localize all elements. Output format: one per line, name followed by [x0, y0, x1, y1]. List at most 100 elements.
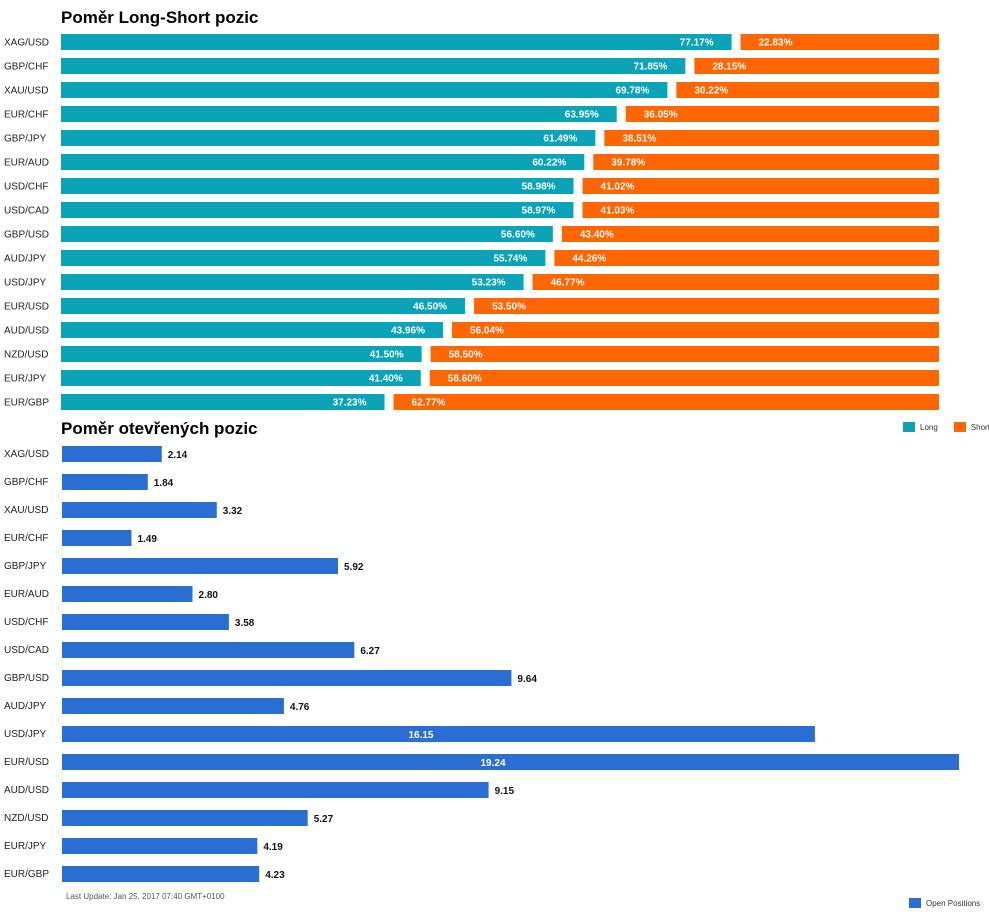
short-bar-aud-usd	[452, 322, 939, 338]
open-positions-bar-eur-aud	[62, 586, 193, 602]
short-value-label-usd-chf: 41.02%	[601, 182, 635, 193]
long-value-label-usd-cad: 58.97%	[522, 206, 556, 217]
open-positions-value-label-usd-cad: 6.27	[360, 646, 380, 657]
long-legend-label: Long	[920, 422, 938, 432]
category-label-aud-usd: AUD/USD	[4, 326, 49, 337]
last-update-text: Last Update: Jan 25, 2017 07:40 GMT+0100	[66, 892, 225, 901]
long-bar-usd-jpy	[61, 274, 524, 290]
short-legend-swatch	[953, 422, 966, 432]
open-positions-legend-swatch	[909, 898, 921, 908]
long-value-label-gbp-usd: 56.60%	[501, 230, 535, 241]
open-positions-bar-usd-chf	[62, 614, 229, 630]
long-bar-nzd-usd	[61, 346, 422, 362]
open-category-label-usd-cad: USD/CAD	[4, 645, 49, 656]
long-value-label-eur-aud: 60.22%	[532, 158, 566, 169]
long-bar-aud-jpy	[61, 250, 546, 266]
open-positions-legend: Open Positions	[909, 898, 980, 908]
category-label-nzd-usd: NZD/USD	[4, 350, 48, 361]
open-category-label-nzd-usd: NZD/USD	[4, 813, 48, 824]
long-short-chart: XAG/USD 77.17% 22.83% GBP/CHF 71.85% 28.15% XA…	[4, 34, 939, 410]
long-value-label-aud-jpy: 55.74%	[493, 254, 527, 265]
short-bar-usd-jpy	[532, 274, 939, 290]
open-positions-value-label-eur-jpy: 4.19	[263, 842, 283, 853]
short-value-label-gbp-usd: 43.40%	[580, 230, 614, 241]
short-value-label-gbp-jpy: 38.51%	[622, 134, 656, 145]
short-bar-aud-jpy	[554, 250, 939, 266]
long-value-label-aud-usd: 43.96%	[391, 326, 425, 337]
open-positions-bar-gbp-jpy	[62, 558, 338, 574]
long-value-label-gbp-chf: 71.85%	[633, 62, 667, 73]
open-positions-bar-eur-jpy	[62, 838, 258, 854]
long-value-label-usd-jpy: 53.23%	[472, 278, 506, 289]
open-positions-bar-usd-cad	[62, 642, 355, 658]
long-bar-gbp-usd	[61, 226, 553, 242]
long-value-label-eur-usd: 46.50%	[413, 302, 447, 313]
open-category-label-eur-usd: EUR/USD	[4, 757, 49, 768]
open-positions-bar-eur-chf	[62, 530, 132, 546]
short-value-label-eur-usd: 53.50%	[492, 302, 526, 313]
long-value-label-eur-chf: 63.95%	[565, 110, 599, 121]
category-label-gbp-usd: GBP/USD	[4, 230, 49, 241]
short-bar-xag-usd	[740, 34, 939, 50]
short-bar-usd-chf	[582, 178, 939, 194]
long-bar-eur-chf	[61, 106, 617, 122]
long-bar-xau-usd	[61, 82, 668, 98]
open-positions-bar-gbp-chf	[62, 474, 148, 490]
short-bar-gbp-jpy	[604, 130, 939, 146]
short-bar-eur-usd	[474, 298, 939, 314]
category-label-eur-gbp: EUR/GBP	[4, 398, 49, 409]
open-category-label-xau-usd: XAU/USD	[4, 505, 48, 516]
open-positions-bar-nzd-usd	[62, 810, 308, 826]
open-positions-value-label-aud-jpy: 4.76	[290, 702, 310, 713]
open-positions-value-label-xag-usd: 2.14	[168, 450, 188, 461]
long-bar-gbp-chf	[61, 58, 686, 74]
open-positions-value-label-eur-gbp: 4.23	[265, 870, 285, 881]
short-value-label-gbp-chf: 28.15%	[712, 62, 746, 73]
category-label-gbp-jpy: GBP/JPY	[4, 134, 47, 145]
short-value-label-xag-usd: 22.83%	[759, 38, 793, 49]
open-positions-legend-label: Open Positions	[926, 898, 981, 908]
long-bar-eur-usd	[61, 298, 466, 314]
short-value-label-eur-jpy: 58.60%	[448, 374, 482, 385]
long-value-label-usd-chf: 58.98%	[522, 182, 556, 193]
open-positions-value-label-usd-chf: 3.58	[235, 618, 255, 629]
category-label-usd-cad: USD/CAD	[4, 206, 49, 217]
open-positions-value-label-eur-usd: 19.24	[481, 758, 506, 769]
long-value-label-gbp-jpy: 61.49%	[543, 134, 577, 145]
category-label-eur-usd: EUR/USD	[4, 302, 49, 313]
long-value-label-eur-jpy: 41.40%	[369, 374, 403, 385]
short-value-label-eur-aud: 39.78%	[611, 158, 645, 169]
open-positions-chart-title: Poměr otevřených pozic	[61, 419, 258, 438]
long-short-chart-title: Poměr Long-Short pozic	[61, 8, 259, 27]
category-label-usd-chf: USD/CHF	[4, 182, 48, 193]
long-legend-swatch	[903, 422, 915, 432]
long-bar-xag-usd	[61, 34, 732, 50]
open-positions-value-label-gbp-usd: 9.64	[517, 674, 537, 685]
short-value-label-aud-usd: 56.04%	[470, 326, 504, 337]
short-bar-eur-chf	[625, 106, 939, 122]
long-bar-usd-chf	[61, 178, 574, 194]
open-positions-value-label-xau-usd: 3.32	[223, 506, 243, 517]
open-positions-bar-xau-usd	[62, 502, 217, 518]
short-bar-eur-jpy	[429, 370, 939, 386]
open-category-label-gbp-chf: GBP/CHF	[4, 477, 48, 488]
long-bar-gbp-jpy	[61, 130, 596, 146]
open-positions-chart: XAG/USD 2.14 GBP/CHF 1.84 XAU/USD 3.32 EUR/CHF…	[4, 446, 959, 882]
category-label-xag-usd: XAG/USD	[4, 38, 49, 49]
long-value-label-nzd-usd: 41.50%	[370, 350, 404, 361]
open-positions-bar-xag-usd	[62, 446, 162, 462]
short-bar-gbp-usd	[561, 226, 939, 242]
category-label-eur-chf: EUR/CHF	[4, 110, 48, 121]
open-positions-value-label-gbp-jpy: 5.92	[344, 562, 364, 573]
open-category-label-eur-jpy: EUR/JPY	[4, 841, 47, 852]
category-label-xau-usd: XAU/USD	[4, 86, 48, 97]
long-bar-eur-gbp	[61, 394, 385, 410]
long-short-legend: Long Short	[903, 422, 989, 432]
long-value-label-xag-usd: 77.17%	[680, 38, 714, 49]
short-bar-xau-usd	[676, 82, 939, 98]
short-value-label-aud-jpy: 44.26%	[572, 254, 606, 265]
long-value-label-eur-gbp: 37.23%	[333, 398, 367, 409]
open-category-label-gbp-jpy: GBP/JPY	[4, 561, 47, 572]
open-positions-value-label-eur-aud: 2.80	[199, 590, 219, 601]
open-positions-value-label-eur-chf: 1.49	[137, 534, 157, 545]
